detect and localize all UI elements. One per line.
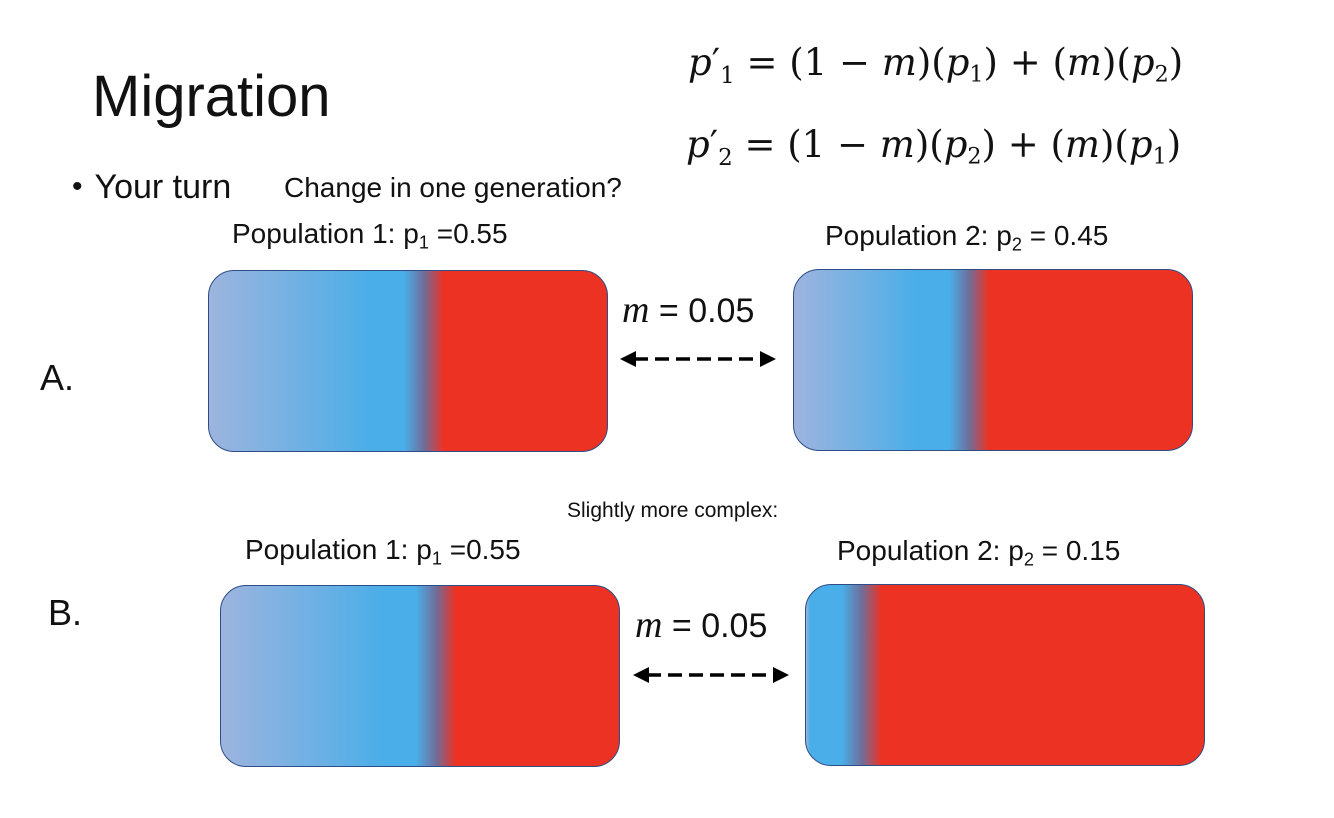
formula-lhs-var: p <box>686 123 710 166</box>
migration-rate-label: m = 0.05 <box>635 604 768 646</box>
question-text: Change in one generation? <box>284 172 622 203</box>
double-arrow-icon <box>620 351 776 367</box>
formula-lhs-sub: 1 <box>720 63 735 90</box>
subheading: Slightly more complex: <box>567 499 779 522</box>
formula-lhs-var: p <box>688 41 712 84</box>
formula-rhs: = (1 − m)(p1) + (m)(p2) <box>746 41 1184 88</box>
scenario-b-pop1-label: Population 1: p1 =0.55 <box>245 534 521 569</box>
formula-lhs-sub: 2 <box>718 145 733 172</box>
formula-p1-prime: p′1 = (1 − m)(p1) + (m)(p2) <box>688 44 1183 88</box>
scenario-a-pop2-label: Population 2: p2 = 0.45 <box>825 220 1109 255</box>
scenario-b-pop2-label: Population 2: p2 = 0.15 <box>837 535 1121 570</box>
scenario-a-letter: A. <box>40 357 75 398</box>
population-1-box <box>208 270 608 452</box>
formula-rhs: = (1 − m)(p2) + (m)(p1) <box>744 123 1182 170</box>
population-1-box <box>220 585 620 767</box>
scenario-a-pop1-label: Population 1: p1 =0.55 <box>232 218 508 253</box>
migration-rate-label: m = 0.05 <box>622 289 755 331</box>
bullet-item: • Your turn <box>72 168 231 207</box>
scenario-b-letter: B. <box>48 592 83 633</box>
population-2-box <box>805 584 1205 766</box>
double-arrow-icon <box>633 667 789 683</box>
formula-p2-prime: p′2 = (1 − m)(p2) + (m)(p1) <box>686 126 1181 170</box>
formula-lhs-prime: ′ <box>711 41 721 84</box>
bullet-dot-icon: • <box>72 170 83 203</box>
slide-title: Migration <box>92 64 331 129</box>
formula-lhs-prime: ′ <box>709 123 719 166</box>
bullet-text: Your turn <box>94 168 232 206</box>
population-2-box <box>793 269 1193 451</box>
